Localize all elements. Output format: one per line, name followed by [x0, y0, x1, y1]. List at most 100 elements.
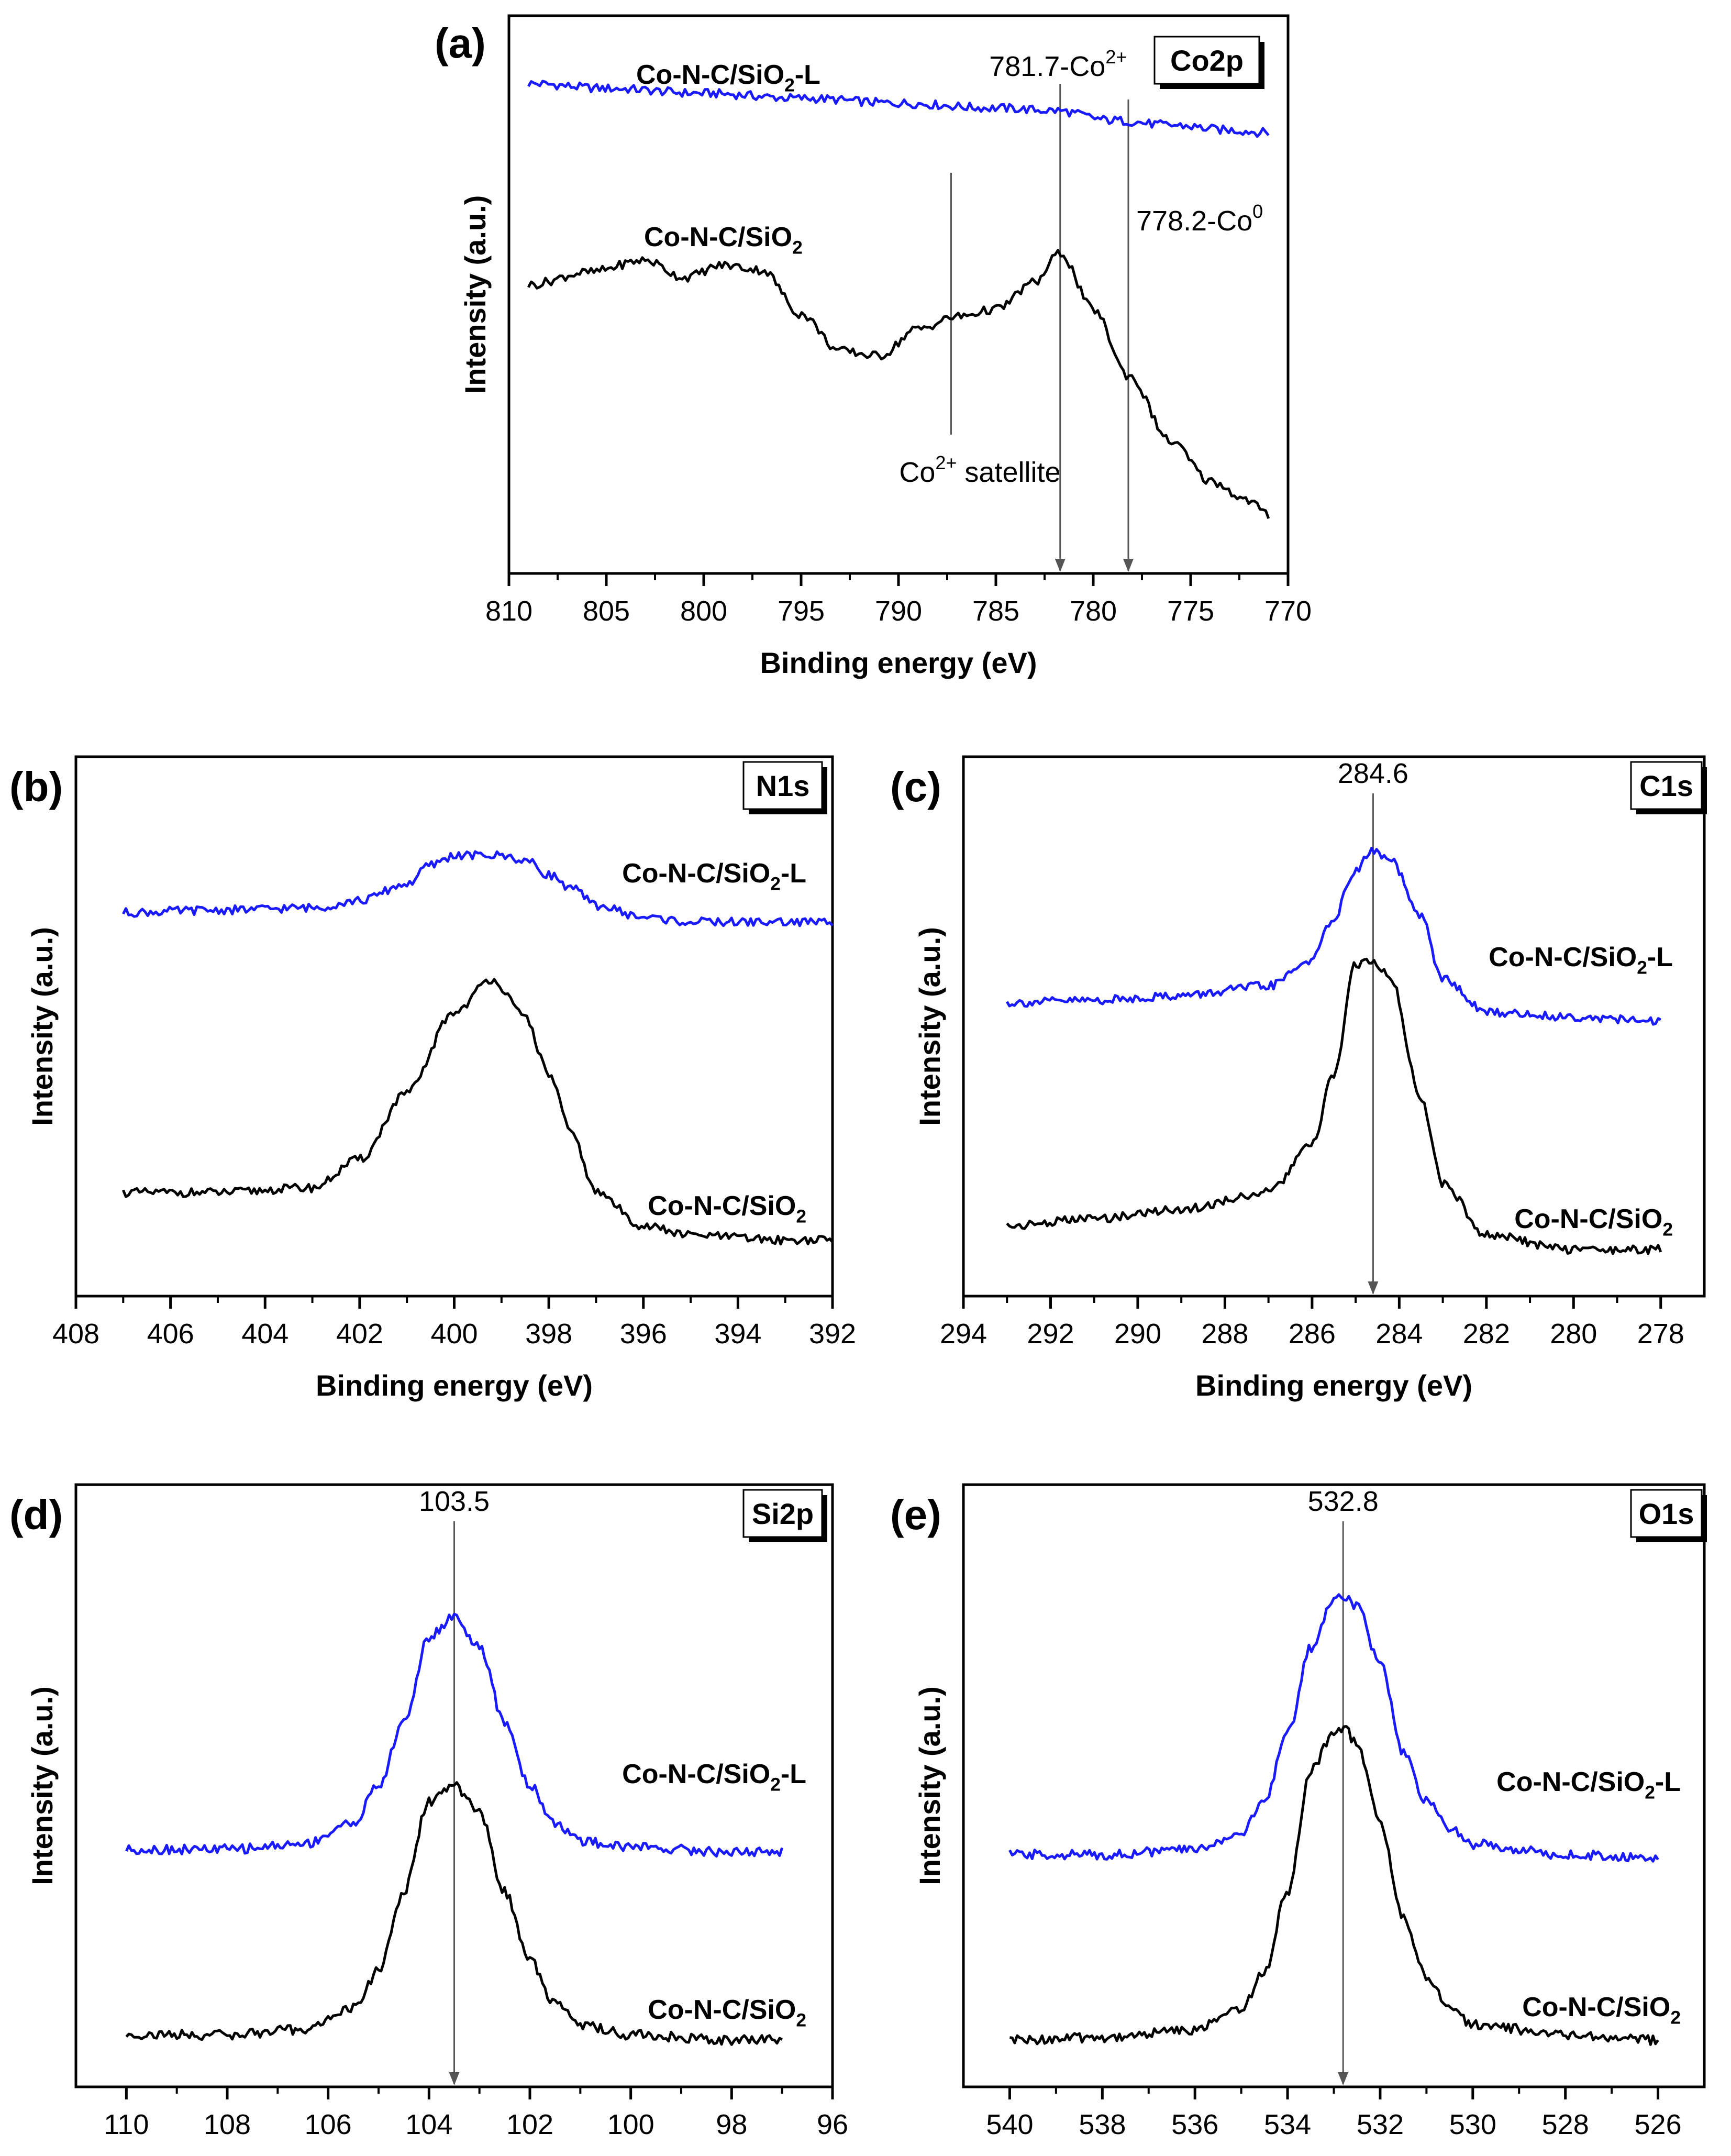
annotation-label: 532.8: [1308, 1486, 1379, 1517]
x-tick-label: 98: [716, 2109, 747, 2140]
annotation-arrow: [1123, 559, 1134, 572]
series-line-co-n-c-sio2-l: [125, 1612, 784, 1858]
x-tick-label: 286: [1289, 1318, 1336, 1350]
series-line-co-n-c-sio2: [1009, 1725, 1659, 2046]
x-tick-label: 284: [1375, 1318, 1423, 1350]
x-axis-label: Binding energy (eV): [316, 1369, 593, 1402]
element-box: [1630, 761, 1703, 810]
x-tick-label: 288: [1201, 1318, 1248, 1350]
x-tick-label: 404: [241, 1318, 288, 1350]
annotation-label: 781.7-Co2+: [989, 46, 1127, 82]
series-line-co-n-c-sio2: [527, 249, 1270, 519]
element-box: [1153, 36, 1260, 85]
x-tick-label: 536: [1171, 2109, 1218, 2140]
panel-letter: (a): [435, 20, 486, 67]
x-tick-label: 96: [817, 2109, 848, 2140]
element-box: [742, 1489, 823, 1538]
y-axis-label: Intensity (a.u.): [26, 1686, 59, 1885]
x-tick-label: 540: [986, 2109, 1033, 2140]
series-line-co-n-c-sio2-l: [1008, 1593, 1659, 1863]
y-axis-label: Intensity (a.u.): [26, 927, 59, 1126]
panel-letter: (e): [890, 1491, 941, 1538]
x-tick-label: 770: [1264, 595, 1312, 627]
series-label-co-n-c-sio2-l: Co-N-C/SiO2-L: [622, 1759, 806, 1795]
x-tick-label: 408: [52, 1318, 99, 1350]
x-tick-label: 790: [875, 595, 922, 627]
element-box: [1630, 1489, 1703, 1538]
x-tick-label: 392: [809, 1318, 856, 1350]
series-line-co-n-c-sio2-l: [122, 850, 834, 927]
x-tick-label: 526: [1635, 2109, 1682, 2140]
x-tick-label: 294: [940, 1318, 987, 1350]
x-tick-label: 406: [147, 1318, 194, 1350]
annotation-label: 103.5: [419, 1486, 490, 1517]
y-axis-label: Intensity (a.u.): [913, 1686, 946, 1885]
x-tick-label: 795: [778, 595, 825, 627]
x-tick-label: 108: [204, 2109, 251, 2140]
element-label: O1s: [1639, 1497, 1694, 1530]
series-label-co-n-c-sio2-l: Co-N-C/SiO2-L: [636, 60, 820, 96]
panel-o1s: (e)540538536534532530528526Binding energ…: [890, 1483, 1707, 2140]
panel-letter: (c): [890, 764, 941, 810]
element-label: Co2p: [1170, 44, 1244, 77]
x-tick-label: 528: [1542, 2109, 1589, 2140]
element-box: [742, 761, 823, 810]
series-label-co-n-c-sio2: Co-N-C/SiO2: [644, 222, 803, 258]
series-line-co-n-c-sio2: [125, 1781, 783, 2046]
x-tick-label: 532: [1357, 2109, 1404, 2140]
annotation-arrow: [1055, 559, 1066, 572]
x-tick-label: 805: [583, 595, 630, 627]
element-label: Si2p: [752, 1497, 814, 1530]
x-tick-label: 530: [1449, 2109, 1496, 2140]
series-line-co-n-c-sio2: [1006, 957, 1662, 1255]
series-label-co-n-c-sio2: Co-N-C/SiO2: [1514, 1204, 1673, 1240]
panel-n1s: (b) 408 406 404 402 400 398 396 394 392 Binding en…: [9, 755, 856, 1402]
x-tick-label: 800: [680, 595, 727, 627]
series-line-co-n-c-sio2-l: [527, 80, 1270, 138]
x-tick-label: 534: [1264, 2109, 1311, 2140]
x-tick-label: 104: [405, 2109, 452, 2140]
series-label-co-n-c-sio2: Co-N-C/SiO2: [648, 1995, 806, 2031]
x-tick-label: 100: [607, 2109, 654, 2140]
panel-si2p: (d)1101081061041021009896Binding energy …: [9, 1483, 848, 2140]
element-label: N1s: [756, 769, 810, 802]
x-tick-label: 810: [485, 595, 532, 627]
x-tick-label: 280: [1550, 1318, 1597, 1350]
x-axis-label: Binding energy (eV): [760, 646, 1037, 679]
x-tick-label: 398: [525, 1318, 572, 1350]
series-label-co-n-c-sio2-l: Co-N-C/SiO2-L: [1489, 942, 1673, 978]
series-label-co-n-c-sio2-l: Co-N-C/SiO2-L: [1496, 1767, 1681, 1803]
x-tick-label: 278: [1637, 1318, 1684, 1350]
x-tick-label: 402: [336, 1318, 383, 1350]
x-axis-label: Binding energy (eV): [1195, 1369, 1472, 1402]
annotation-arrow: [449, 2072, 460, 2085]
x-tick-label: 290: [1114, 1318, 1161, 1350]
x-tick-label: 102: [506, 2109, 553, 2140]
annotation-label: 284.6: [1338, 758, 1408, 789]
series-label-co-n-c-sio2-l: Co-N-C/SiO2-L: [622, 858, 806, 894]
element-label: C1s: [1639, 769, 1693, 802]
x-tick-label: 394: [714, 1318, 761, 1350]
annotation-arrow: [1338, 2072, 1349, 2085]
y-axis-label: Intensity (a.u.): [913, 927, 946, 1126]
series-label-co-n-c-sio2: Co-N-C/SiO2: [648, 1191, 806, 1227]
annotation-label: Co2+ satellite: [899, 452, 1060, 488]
x-tick-label: 780: [1070, 595, 1117, 627]
series-line-co-n-c-sio2: [121, 978, 834, 1246]
x-tick-label: 785: [972, 595, 1019, 627]
panel-letter: (b): [9, 764, 63, 810]
plot-frame: [962, 755, 1706, 1298]
y-axis-label: Intensity (a.u.): [459, 195, 492, 394]
series-line-co-n-c-sio2-l: [1006, 846, 1661, 1026]
x-tick-label: 106: [305, 2109, 352, 2140]
plot-frame: [74, 1483, 834, 2088]
plot-frame: [507, 14, 1290, 575]
annotation-arrow: [1368, 1281, 1379, 1295]
x-tick-label: 775: [1167, 595, 1214, 627]
x-tick-label: 110: [104, 2109, 149, 2140]
x-tick-label: 538: [1079, 2109, 1126, 2140]
x-tick-label: 292: [1027, 1318, 1074, 1350]
series-label-co-n-c-sio2: Co-N-C/SiO2: [1522, 1992, 1681, 2028]
x-tick-label: 396: [620, 1318, 667, 1350]
